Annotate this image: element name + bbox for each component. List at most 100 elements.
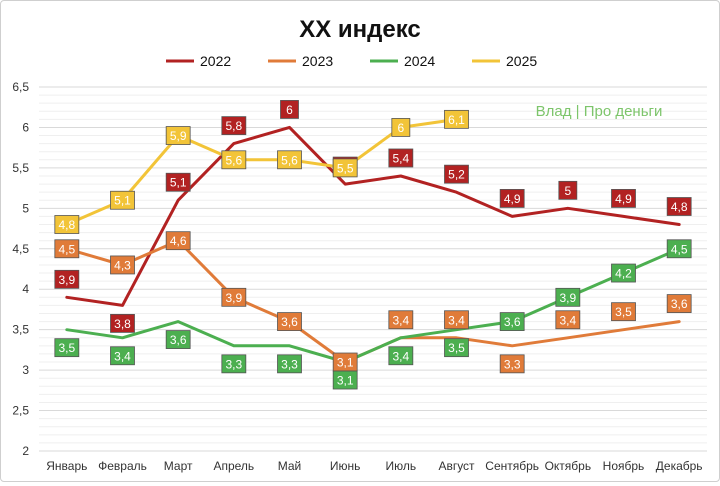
data-label-box	[277, 150, 302, 170]
data-label: 3,6	[499, 312, 525, 331]
y-tick-label: 2,5	[12, 404, 29, 418]
data-label: 5,8	[221, 116, 247, 136]
data-label-box	[611, 189, 636, 208]
data-label: 3,6	[277, 312, 302, 331]
data-label-text: 4,5	[671, 242, 688, 256]
data-label: 3,9	[221, 287, 247, 307]
data-label: 3,1	[332, 370, 358, 390]
data-label-box	[54, 338, 80, 358]
data-label-text: 5,5	[337, 161, 354, 175]
data-label-box	[110, 255, 135, 275]
data-label-box	[444, 310, 469, 330]
y-tick-label: 6	[22, 120, 29, 134]
y-tick-label: 5,5	[12, 161, 29, 175]
data-label: 3,5	[54, 338, 80, 358]
data-label-text: 3,1	[337, 356, 354, 370]
data-label-text: 4,9	[615, 192, 632, 206]
data-label-box	[332, 158, 358, 178]
data-label-box	[110, 190, 135, 210]
y-tick-label: 6,5	[12, 80, 29, 94]
data-label-text: 5,6	[225, 153, 242, 167]
data-label-box	[388, 148, 414, 168]
data-label-text: 4,8	[671, 200, 688, 214]
data-label-text: 3,9	[225, 291, 242, 305]
series-line	[65, 239, 681, 364]
legend-label: 2025	[506, 53, 537, 69]
data-label-text: 3,1	[337, 374, 354, 388]
data-label-text: 4,8	[58, 218, 75, 232]
data-label: 6,1	[444, 109, 469, 129]
data-label-box	[221, 354, 247, 374]
data-label-box	[110, 346, 135, 366]
y-axis: 2 2,5 3 3,5 4 4,5 5 5,5 6 6,5	[12, 80, 29, 458]
data-label: 3,3	[277, 354, 302, 374]
x-tick-label: Апрель	[213, 459, 254, 473]
data-label: 3,9	[555, 287, 581, 307]
data-label-text: 4,5	[58, 242, 75, 256]
data-label-box	[221, 287, 247, 307]
data-label-box	[165, 172, 191, 192]
data-label: 4,5	[666, 239, 692, 259]
data-label: 5,6	[221, 150, 247, 170]
data-label-box	[388, 310, 414, 330]
data-label-box	[277, 354, 302, 374]
watermark: Влад | Про деньги	[536, 103, 663, 120]
x-tick-label: Июнь	[330, 459, 361, 473]
data-label-box	[499, 189, 525, 208]
data-label-text: 5,8	[225, 119, 242, 133]
data-label-text: 3,5	[58, 341, 75, 355]
y-tick-label: 2	[22, 444, 29, 458]
data-label-text: 3,3	[281, 357, 298, 371]
legend: 2022 2023 2024 2025	[166, 53, 537, 69]
data-label-text: 3,8	[114, 317, 131, 331]
data-label-text: 3,3	[504, 357, 521, 371]
data-label: 3,9	[54, 269, 80, 289]
data-label-text: 4,9	[504, 192, 521, 206]
data-label: 5	[558, 180, 578, 200]
data-label-text: 3,6	[281, 315, 298, 329]
data-label-text: 5,4	[392, 151, 409, 165]
y-tick-label: 3	[22, 363, 29, 377]
data-label: 5,9	[165, 126, 191, 145]
x-tick-label: Май	[278, 459, 302, 473]
data-label-box	[666, 239, 692, 259]
data-labels: 3,93,85,15,865,35,45,24,954,94,84,54,34,…	[54, 100, 692, 390]
x-tick-label: Ноябрь	[603, 459, 645, 473]
data-label: 4,5	[54, 239, 80, 259]
data-label-box	[277, 312, 302, 331]
data-label-text: 3,3	[225, 357, 242, 371]
x-tick-label: Июль	[386, 459, 417, 473]
data-label-text: 3,4	[114, 349, 131, 363]
data-label-text: 3,4	[392, 349, 409, 363]
data-label-text: 6	[286, 103, 293, 117]
data-label-box	[165, 231, 191, 251]
data-label: 3,3	[499, 354, 525, 374]
x-tick-label: Март	[164, 459, 193, 473]
data-label: 3,3	[221, 354, 247, 374]
legend-label: 2022	[200, 53, 231, 69]
data-label-box	[165, 330, 191, 349]
data-label-text: 5	[564, 184, 571, 198]
data-label-text: 3,4	[392, 313, 409, 327]
data-label: 6	[391, 118, 411, 137]
data-label-box	[555, 287, 581, 307]
data-label: 5,1	[110, 190, 135, 210]
chart-title: XX индекс	[299, 16, 421, 43]
data-label: 3,4	[388, 310, 414, 330]
data-label-box	[666, 294, 692, 313]
data-label: 4,9	[611, 189, 636, 208]
legend-label: 2023	[302, 53, 333, 69]
data-label-box	[444, 338, 469, 358]
x-tick-label: Октябрь	[545, 459, 592, 473]
data-label-text: 3,5	[615, 305, 632, 319]
data-label: 3,4	[444, 310, 469, 330]
data-label-text: 5,2	[448, 168, 465, 182]
data-label-text: 3,5	[448, 341, 465, 355]
data-label-box	[388, 346, 414, 366]
data-label: 4,8	[54, 215, 80, 234]
data-label-text: 5,1	[170, 176, 187, 190]
data-label-text: 4,6	[170, 234, 187, 248]
data-label-text: 6,1	[448, 113, 465, 127]
x-tick-label: Декабрь	[656, 459, 703, 473]
data-label-box	[280, 100, 299, 119]
